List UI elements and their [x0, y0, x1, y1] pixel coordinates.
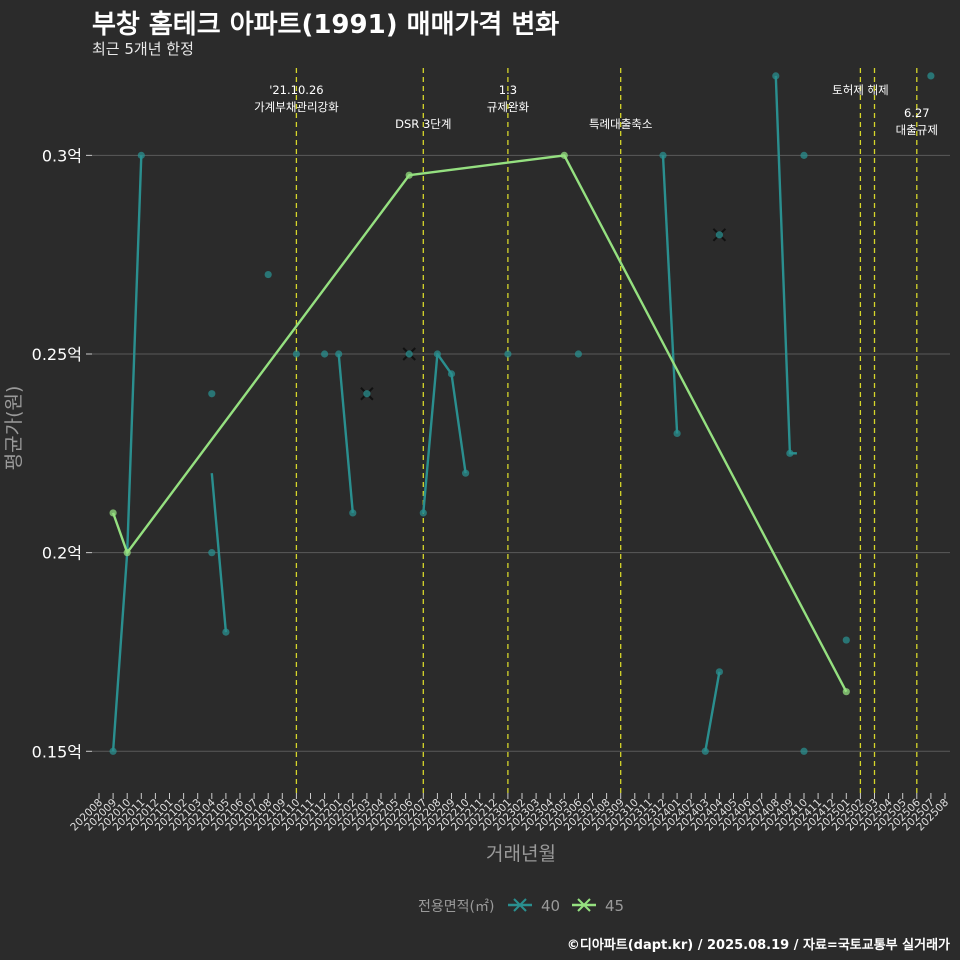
data-point-40	[349, 509, 357, 517]
series-line-40	[422, 352, 467, 514]
y-tick-label: 0.25억	[32, 345, 82, 364]
data-point-45	[842, 688, 850, 696]
series-line-40	[661, 155, 679, 434]
y-tick-label: 0.3억	[42, 146, 82, 165]
data-point-40	[504, 350, 512, 358]
data-point-40	[800, 747, 808, 755]
event-label: 가계부채관리강화	[254, 100, 339, 114]
x-axis-title: 거래년월	[486, 843, 556, 865]
data-point-40	[321, 350, 329, 358]
event-label: DSR 3단계	[395, 117, 451, 131]
data-point-40	[137, 151, 145, 159]
chart-title: 부창 홈테크 아파트(1991) 매매가격 변화	[92, 10, 560, 40]
event-label: 토허제 해제	[832, 83, 889, 97]
data-point-40	[462, 469, 470, 477]
chart-subtitle: 최근 5개년 한정	[92, 40, 194, 58]
series-line-40	[111, 155, 143, 752]
data-point-45	[405, 171, 413, 179]
y-axis-title: 평균가(원)	[3, 386, 25, 471]
y-tick-label: 0.15억	[32, 742, 82, 761]
data-point-40	[701, 747, 709, 755]
data-point-40	[335, 350, 343, 358]
legend-key-40	[513, 898, 527, 912]
data-point-40	[715, 231, 724, 239]
data-point-40	[574, 350, 583, 358]
data-point-40	[433, 350, 441, 358]
data-point-45	[560, 151, 568, 159]
series-line-40	[210, 473, 228, 633]
data-point-40	[419, 509, 427, 517]
series-line-40	[337, 353, 354, 514]
y-tick-label: 0.2억	[42, 544, 82, 563]
event-label: '21.10.26	[269, 83, 323, 97]
event-label: 1.3	[499, 83, 517, 97]
event-label: 특례대출축소	[589, 117, 652, 131]
data-point-40	[673, 429, 681, 438]
event-label: 규제완화	[487, 100, 530, 114]
legend-label-40: 40	[541, 897, 560, 915]
data-point-40	[715, 668, 724, 676]
event-label: 6.27	[904, 106, 930, 120]
data-point-40	[109, 747, 117, 755]
data-point-40	[208, 390, 216, 398]
data-point-40	[405, 350, 413, 358]
data-point-40	[208, 549, 216, 557]
event-label: 대출규제	[896, 123, 938, 137]
series-line-40	[704, 671, 721, 752]
data-point-40	[800, 151, 808, 159]
legend-title: 전용면적(㎡)	[418, 899, 494, 915]
data-point-40	[659, 151, 667, 159]
legend-label-45: 45	[605, 897, 624, 915]
legend-key-45	[577, 898, 591, 912]
data-point-40	[447, 370, 456, 378]
data-point-40	[842, 636, 850, 644]
data-point-40	[292, 350, 300, 358]
data-point-40	[786, 449, 794, 457]
data-point-40	[222, 628, 230, 636]
data-point-45	[123, 549, 131, 557]
data-point-45	[109, 509, 117, 517]
source-caption: ©디아파트(dapt.kr) / 2025.08.19 / 자료=국토교통부 실…	[566, 938, 950, 953]
data-point-40	[772, 72, 780, 80]
series-line-40	[774, 75, 797, 455]
data-point-40	[264, 270, 272, 279]
data-point-40	[363, 390, 371, 398]
data-point-40	[927, 72, 935, 80]
